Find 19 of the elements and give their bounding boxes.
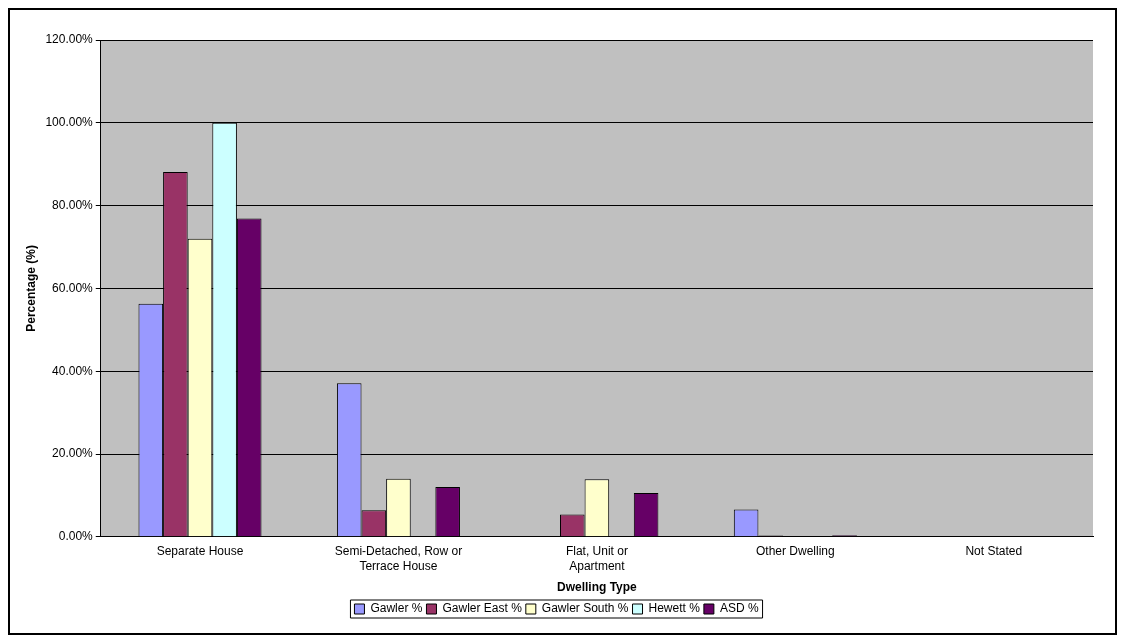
y-tick-label: 120.00%: [45, 32, 94, 47]
y-tick-label: 40.00%: [52, 363, 94, 378]
x-tick-label: Flat, Unit or Apartment: [565, 544, 628, 573]
y-tick-label: 100.00%: [45, 115, 94, 130]
x-tick-label: Not Stated: [965, 544, 1023, 559]
y-tick-label: 60.00%: [52, 280, 94, 295]
y-tick-label: 20.00%: [52, 446, 94, 461]
x-tick-label: Other Dwelling: [755, 544, 835, 559]
x-tick-label: Semi-Detached, Row or Terrace House: [334, 544, 463, 573]
y-tick-label: 80.00%: [52, 197, 94, 212]
legend-label: Gawler %: [370, 601, 423, 616]
x-tick-label: Separate House: [156, 544, 244, 559]
legend-label: Gawler East %: [442, 601, 523, 616]
legend-label: Gawler South %: [541, 601, 629, 616]
legend-label: Hewett %: [648, 601, 701, 616]
x-axis-title: Dwelling Type: [556, 580, 638, 595]
legend-label: ASD %: [719, 601, 759, 616]
y-tick-label: 0.00%: [58, 529, 94, 544]
y-axis-title: Percentage (%): [23, 245, 38, 332]
